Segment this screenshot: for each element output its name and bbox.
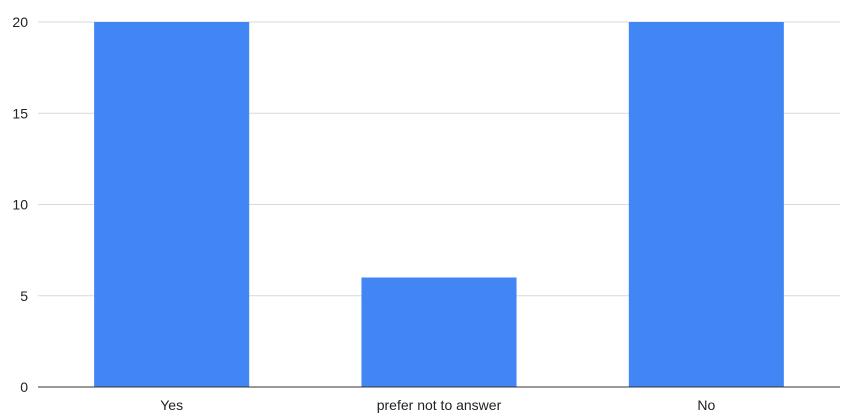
x-tick-labels: Yes prefer not to answer No [160,397,715,413]
bar-prefer-not-to-answer [361,277,517,387]
y-tick-labels: 0 5 10 15 20 [12,14,28,395]
bar-no [628,22,784,387]
y-tick-label: 10 [12,197,28,213]
y-tick-label: 20 [12,14,28,30]
y-tick-label: 15 [12,105,28,121]
x-tick-label: Yes [160,397,183,413]
y-tick-label: 0 [20,379,28,395]
x-tick-label: No [697,397,715,413]
x-tick-label: prefer not to answer [377,397,502,413]
bars [94,22,784,387]
y-tick-label: 5 [20,288,28,304]
bar-yes [94,22,250,387]
